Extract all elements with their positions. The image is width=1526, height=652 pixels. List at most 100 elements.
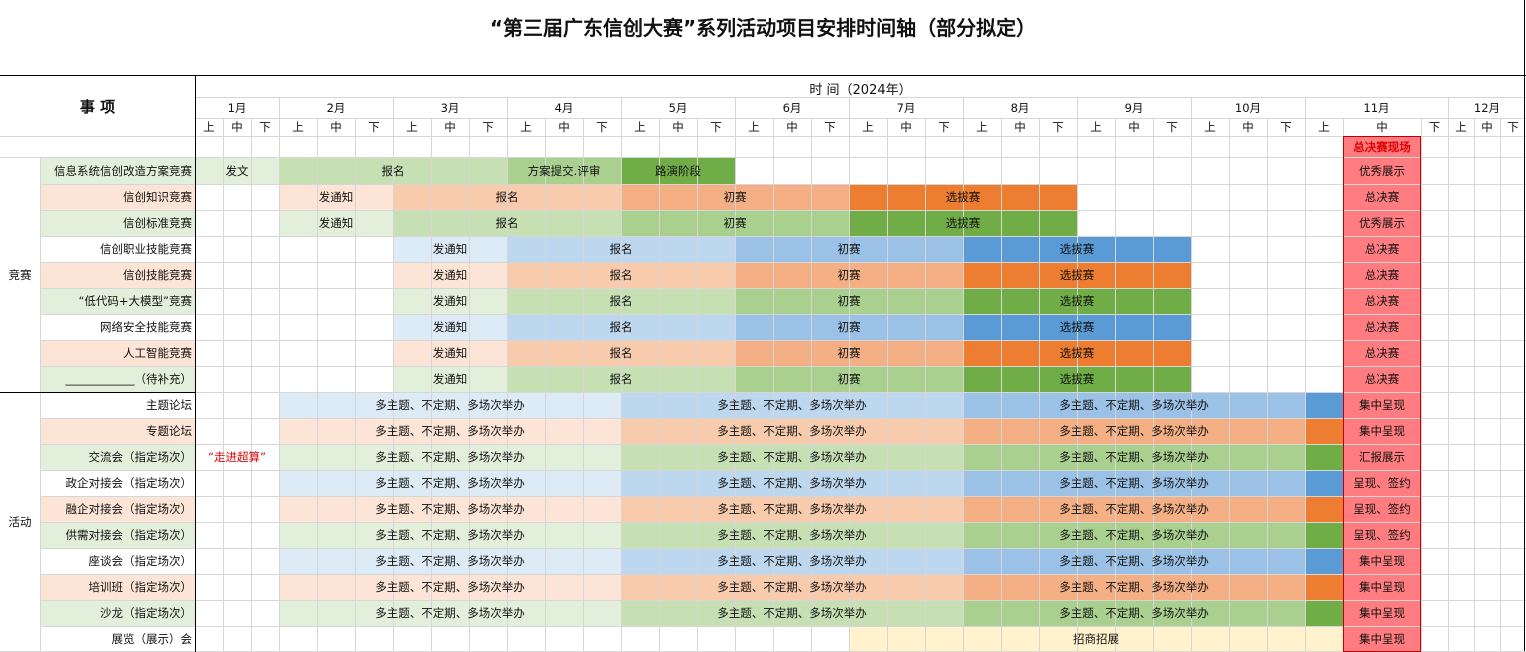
phase-bar bbox=[621, 574, 963, 600]
period-header: 上 bbox=[1455, 120, 1467, 134]
phase-label: 多主题、不定期、多场次举办 bbox=[375, 554, 525, 568]
phase-label: 选拔赛 bbox=[1059, 242, 1095, 256]
period-header: 中 bbox=[1014, 120, 1026, 134]
grid-line bbox=[1448, 97, 1449, 118]
period-header: 下 bbox=[710, 120, 722, 134]
period-header: 上 bbox=[748, 120, 760, 134]
phase-label: 多主题、不定期、多场次举办 bbox=[717, 580, 867, 594]
grid-line bbox=[583, 118, 584, 652]
final-label: 集中呈现 bbox=[1359, 424, 1405, 438]
grid-line bbox=[40, 444, 1526, 445]
row-label: 人工智能竞赛 bbox=[123, 346, 192, 360]
phase-bar bbox=[1305, 392, 1343, 418]
final-label: 总决赛 bbox=[1364, 294, 1400, 308]
phase-bar bbox=[621, 444, 963, 470]
grid-line bbox=[40, 340, 1526, 341]
row-label-bg bbox=[40, 418, 195, 444]
grid-line bbox=[1305, 97, 1306, 118]
phase-label: 报名 bbox=[381, 164, 405, 178]
phase-label: 多主题、不定期、多场次举办 bbox=[1059, 502, 1209, 516]
period-header: 上 bbox=[520, 120, 532, 134]
phase-label: 选拔赛 bbox=[1059, 268, 1095, 282]
grid-line bbox=[849, 97, 850, 118]
grid-line bbox=[925, 118, 926, 652]
period-header: 下 bbox=[1166, 120, 1178, 134]
phase-bar bbox=[279, 444, 621, 470]
month-header: 3月 bbox=[440, 101, 460, 115]
row-label-bg bbox=[40, 158, 195, 184]
grid-line bbox=[963, 118, 964, 652]
row-label: 信息系统信创改造方案竞赛 bbox=[54, 164, 192, 178]
phase-bar bbox=[849, 626, 1343, 652]
month-header: 10月 bbox=[1234, 101, 1262, 115]
phase-bar bbox=[195, 158, 279, 184]
pre-event-label: “走进超算” bbox=[208, 450, 266, 464]
phase-label: 发通知 bbox=[432, 320, 468, 334]
phase-label: 报名 bbox=[609, 372, 633, 386]
phase-label: 选拔赛 bbox=[1059, 346, 1095, 360]
month-header: 12月 bbox=[1473, 101, 1501, 115]
phase-label: 初赛 bbox=[837, 372, 861, 386]
grid-line bbox=[40, 288, 1526, 289]
row-label: 专题论坛 bbox=[146, 424, 192, 438]
phase-label: 初赛 bbox=[837, 346, 861, 360]
grid-line bbox=[40, 184, 1526, 185]
row-label: 信创技能竞赛 bbox=[123, 268, 192, 282]
phase-label: 多主题、不定期、多场次举办 bbox=[375, 476, 525, 490]
grid-line bbox=[40, 418, 1526, 419]
row-label-bg bbox=[40, 600, 195, 626]
row-label: 沙龙（指定场次） bbox=[100, 606, 192, 620]
phase-label: 发通知 bbox=[432, 242, 468, 256]
phase-bar bbox=[279, 600, 621, 626]
month-header: 1月 bbox=[227, 101, 247, 115]
row-label-bg bbox=[40, 470, 195, 496]
phase-label: 发通知 bbox=[432, 346, 468, 360]
grid-line bbox=[251, 118, 252, 652]
time-header: 时 间（2024年） bbox=[809, 82, 912, 98]
phase-bar bbox=[621, 600, 963, 626]
phase-label: 多主题、不定期、多场次举办 bbox=[1059, 398, 1209, 412]
phase-label: 多主题、不定期、多场次举办 bbox=[375, 580, 525, 594]
row-label: 主题论坛 bbox=[146, 398, 192, 412]
grid-line bbox=[1474, 118, 1475, 652]
phase-label: 选拔赛 bbox=[1059, 320, 1095, 334]
grid-line bbox=[393, 97, 394, 118]
row-label: 座谈会（指定场次） bbox=[88, 554, 193, 568]
grid-line bbox=[1267, 118, 1268, 652]
final-label: 集中呈现 bbox=[1359, 580, 1405, 594]
row-label: “低代码+大模型”竞赛 bbox=[78, 294, 192, 308]
phase-label: 报名 bbox=[495, 190, 519, 204]
month-header: 8月 bbox=[1010, 101, 1030, 115]
phase-bar bbox=[1305, 548, 1343, 574]
phase-bar bbox=[621, 548, 963, 574]
phase-label: 招商招展 bbox=[1073, 632, 1119, 646]
row-label-bg bbox=[40, 340, 195, 366]
grid-line bbox=[545, 118, 546, 652]
period-header: 中 bbox=[1481, 120, 1493, 134]
month-header: 5月 bbox=[668, 101, 688, 115]
grid-line bbox=[40, 496, 1526, 497]
final-label: 总决赛 bbox=[1364, 242, 1400, 256]
grid-line bbox=[40, 210, 1526, 211]
period-header: 下 bbox=[596, 120, 608, 134]
period-header: 下 bbox=[1052, 120, 1064, 134]
phase-label: 选拔赛 bbox=[1059, 372, 1095, 386]
row-label-bg bbox=[40, 236, 195, 262]
phase-label: 报名 bbox=[609, 268, 633, 282]
grid-line bbox=[195, 97, 1526, 98]
phase-label: 报名 bbox=[609, 242, 633, 256]
grid-line bbox=[40, 158, 41, 652]
grid-line bbox=[0, 136, 1526, 137]
phase-bar bbox=[621, 470, 963, 496]
phase-bar bbox=[963, 574, 1305, 600]
phase-label: 路演阶段 bbox=[655, 164, 701, 178]
grid-line bbox=[697, 118, 698, 652]
phase-label: 报名 bbox=[609, 294, 633, 308]
phase-bar bbox=[963, 600, 1305, 626]
phase-bar bbox=[279, 574, 621, 600]
grid-line bbox=[279, 97, 280, 118]
phase-label: 初赛 bbox=[837, 320, 861, 334]
grid-line bbox=[1305, 118, 1306, 652]
phase-label: 多主题、不定期、多场次举办 bbox=[375, 450, 525, 464]
grid-line bbox=[1421, 118, 1422, 652]
